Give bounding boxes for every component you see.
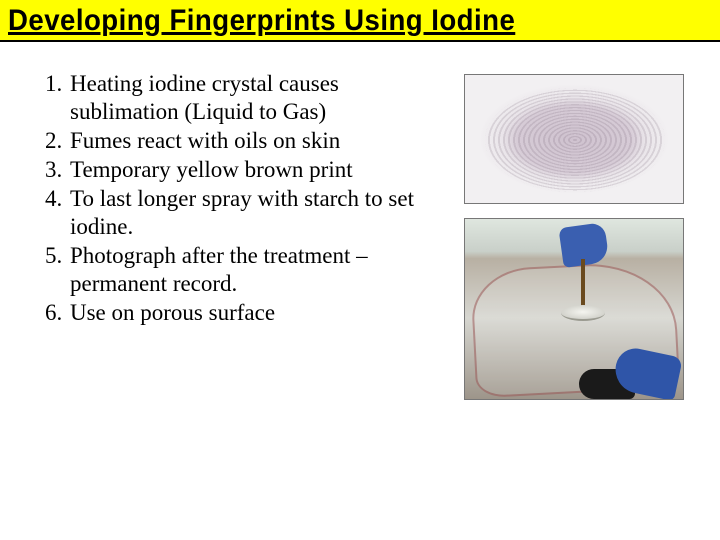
steps-column: Heating iodine crystal causes sublimatio… [16, 70, 436, 400]
list-item: Fumes react with oils on skin [68, 127, 436, 155]
fingerprint-pattern-icon [485, 88, 665, 192]
wand-icon [581, 259, 585, 307]
title-bar: Developing Fingerprints Using Iodine [0, 0, 720, 42]
list-item: Temporary yellow brown print [68, 156, 436, 184]
list-item: Heating iodine crystal causes sublimatio… [68, 70, 436, 126]
list-item: Photograph after the treatment – permane… [68, 242, 436, 298]
images-column [444, 70, 704, 400]
content-area: Heating iodine crystal causes sublimatio… [0, 42, 720, 400]
page-title: Developing Fingerprints Using Iodine [8, 4, 656, 38]
list-item: To last longer spray with starch to set … [68, 185, 436, 241]
fingerprint-image [464, 74, 684, 204]
steps-list: Heating iodine crystal causes sublimatio… [34, 70, 436, 327]
dish-icon [561, 305, 605, 321]
list-item: Use on porous surface [68, 299, 436, 327]
process-image [464, 218, 684, 400]
